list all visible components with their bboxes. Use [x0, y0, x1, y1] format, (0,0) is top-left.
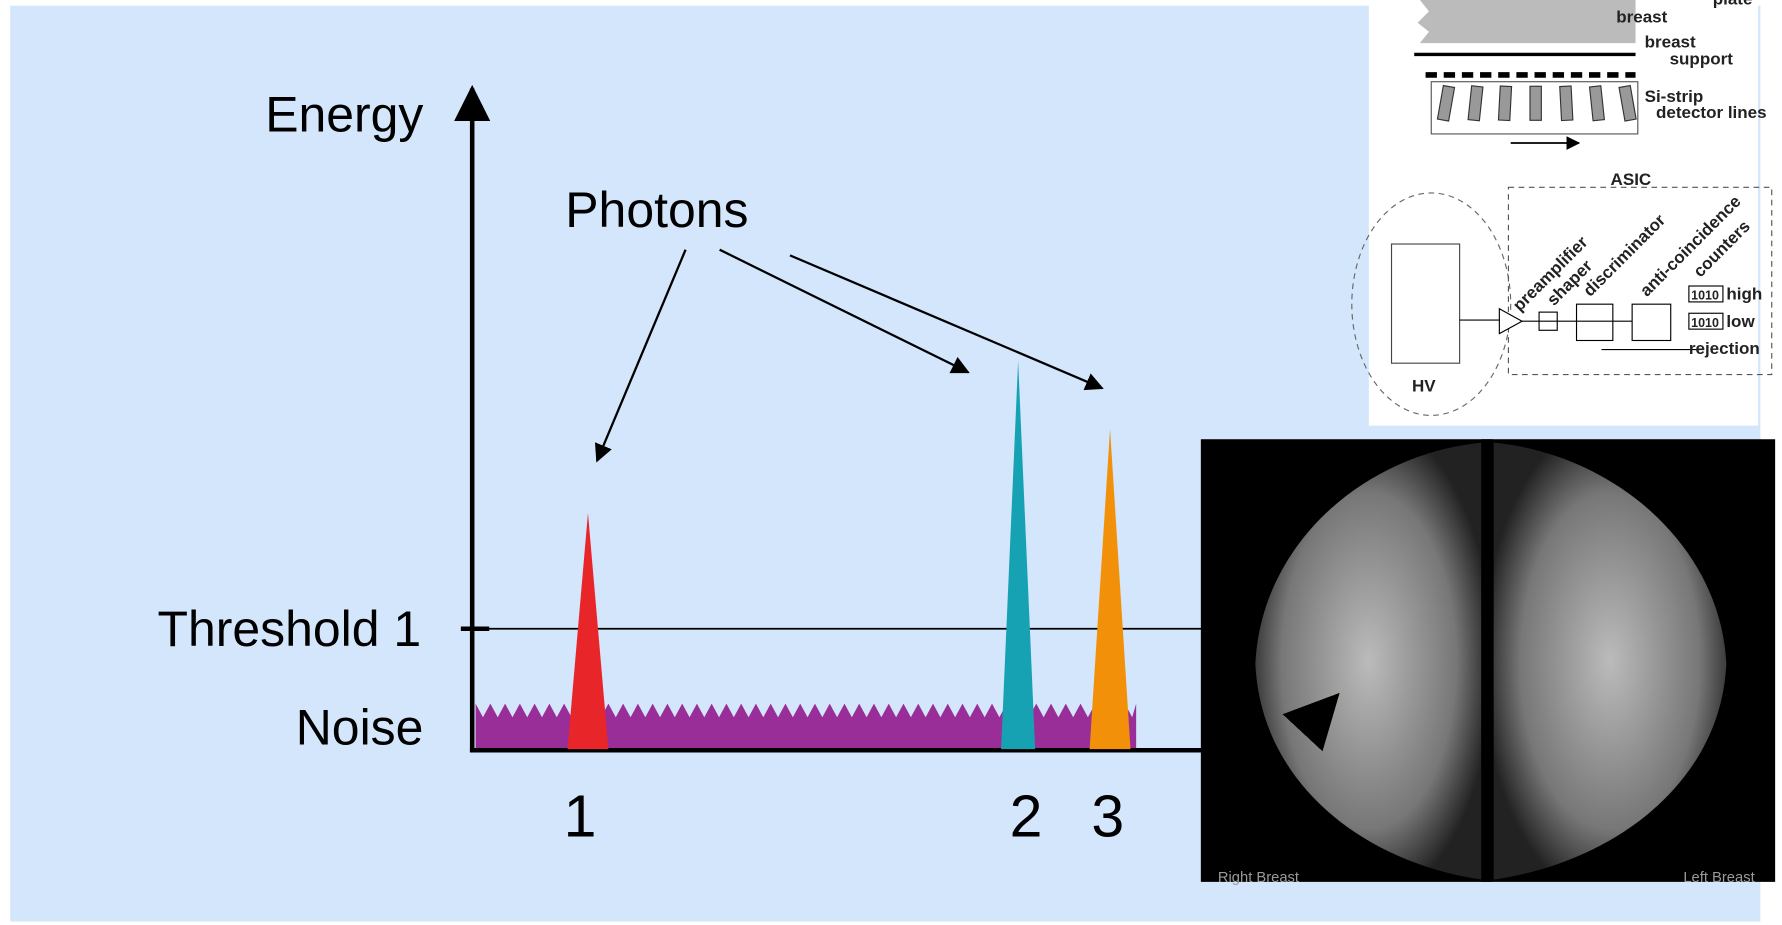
peak-number: 3: [1091, 783, 1124, 849]
inset-label: HV: [1412, 377, 1436, 396]
slide: Energy Photons Threshold 1 Noise 1 2 3: [0, 0, 1782, 925]
inset-label: 1010: [1691, 289, 1719, 303]
inset-label: detector lines: [1656, 103, 1767, 122]
inset-label: rejection: [1689, 339, 1760, 358]
inset-label: support: [1670, 50, 1734, 69]
inset-label: plate: [1713, 0, 1753, 9]
inset-label: high: [1726, 285, 1762, 304]
peak-number: 1: [564, 783, 597, 849]
detector-inset: breast plate breast support Si-strip det…: [1352, 0, 1772, 426]
inset-label: ASIC: [1611, 170, 1652, 189]
peak-number: 2: [1010, 783, 1043, 849]
image-caption: Right Breast: [1218, 870, 1299, 886]
inset-label: breast: [1616, 8, 1667, 27]
axis-label: Energy: [265, 87, 423, 143]
noise-label: Noise: [296, 700, 424, 756]
image-caption: Left Breast: [1683, 870, 1754, 886]
page: Energy Photons Threshold 1 Noise 1 2 3: [0, 0, 1782, 925]
threshold-label: Threshold 1: [157, 601, 421, 657]
inset-label: low: [1726, 312, 1755, 331]
mammogram-image: Right Breast Left Breast: [1201, 439, 1775, 886]
photons-label: Photons: [565, 182, 748, 238]
inset-label: 1010: [1691, 316, 1719, 330]
